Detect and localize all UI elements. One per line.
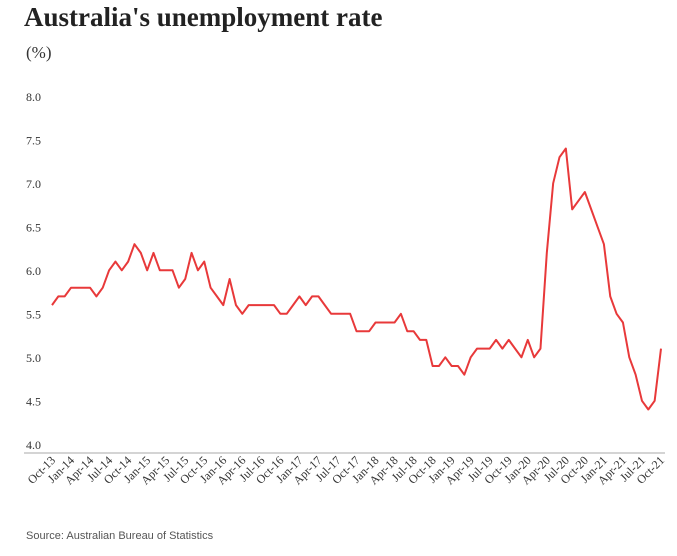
y-tick-label: 6.5	[26, 221, 41, 235]
y-tick-label: 5.5	[26, 308, 41, 322]
y-tick-label: 7.0	[26, 177, 41, 191]
y-tick-label: 5.0	[26, 351, 41, 365]
data-line	[51, 147, 662, 411]
y-tick-label: 6.0	[26, 264, 41, 278]
source-note: Source: Australian Bureau of Statistics	[26, 530, 214, 542]
y-tick-label: 8.0	[26, 90, 41, 104]
y-tick-label: 7.5	[26, 134, 41, 148]
y-tick-label: 4.0	[26, 438, 41, 452]
chart-subtitle: (%)	[26, 43, 51, 62]
chart-title: Australia's unemployment rate	[24, 2, 382, 32]
y-tick-label: 4.5	[26, 395, 41, 409]
